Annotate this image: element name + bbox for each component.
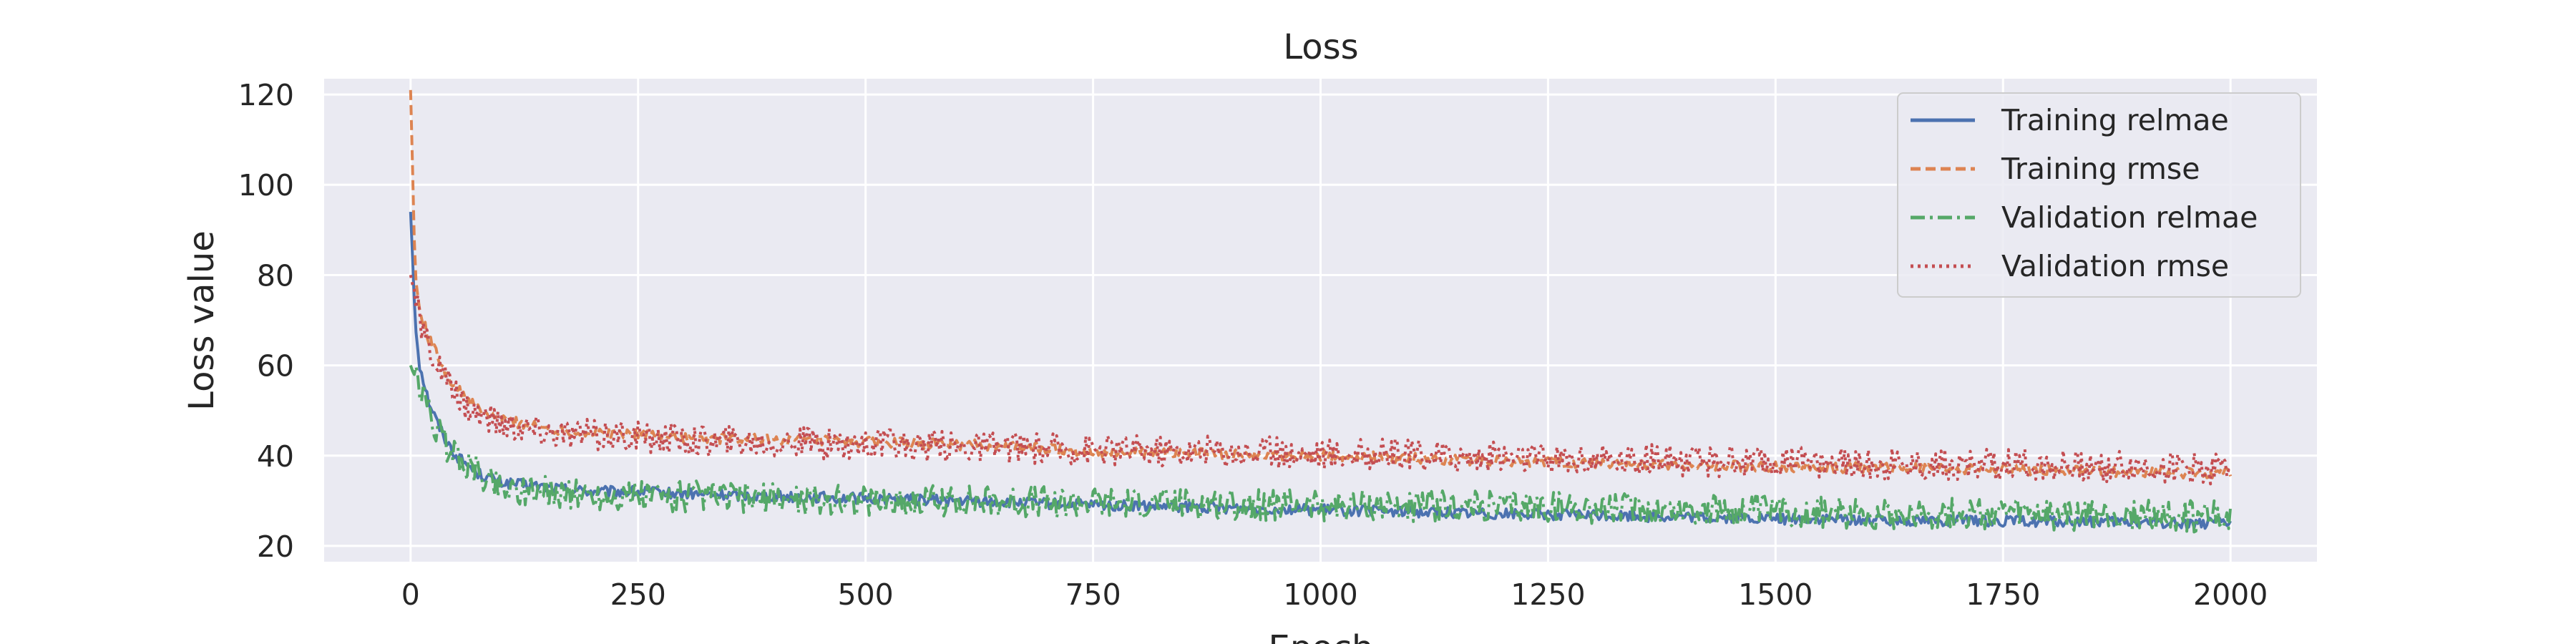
x-axis-label: Epoch bbox=[1269, 628, 1374, 644]
y-tick-label: 120 bbox=[238, 78, 294, 112]
y-axis-label: Loss value bbox=[182, 230, 222, 411]
y-tick-label: 40 bbox=[257, 439, 294, 474]
x-tick-label: 1750 bbox=[1966, 577, 2040, 612]
x-tick-label: 1500 bbox=[1738, 577, 1813, 612]
legend-label: Validation rmse bbox=[2001, 249, 2229, 283]
x-tick-label: 500 bbox=[838, 577, 894, 612]
y-tick-label: 20 bbox=[257, 530, 294, 564]
y-tick-label: 60 bbox=[257, 349, 294, 384]
tick-layer: 0 250 500 750 1000 1250 1500 1750 2000 20 40 60 80 10… bbox=[238, 78, 2268, 612]
x-tick-label: 0 bbox=[401, 577, 420, 612]
series-layer bbox=[409, 89, 2233, 534]
legend: Training relmae Training rmse Validation r… bbox=[1897, 92, 2301, 298]
y-tick-label: 100 bbox=[238, 168, 294, 203]
series-line-validation-relmae bbox=[409, 364, 2233, 534]
legend-label: Validation relmae bbox=[2001, 200, 2258, 235]
x-tick-label: 750 bbox=[1065, 577, 1121, 612]
y-tick-label: 80 bbox=[257, 258, 294, 293]
x-tick-label: 2000 bbox=[2193, 577, 2268, 612]
x-tick-label: 1000 bbox=[1283, 577, 1357, 612]
x-tick-label: 250 bbox=[610, 577, 666, 612]
chart-title: Loss bbox=[1283, 27, 1358, 67]
legend-label: Training relmae bbox=[2001, 103, 2229, 137]
legend-box bbox=[1897, 92, 2301, 298]
series-line-validation-rmse bbox=[409, 274, 2232, 486]
legend-label: Training rmse bbox=[2001, 152, 2200, 186]
x-tick-label: 1250 bbox=[1511, 577, 1585, 612]
